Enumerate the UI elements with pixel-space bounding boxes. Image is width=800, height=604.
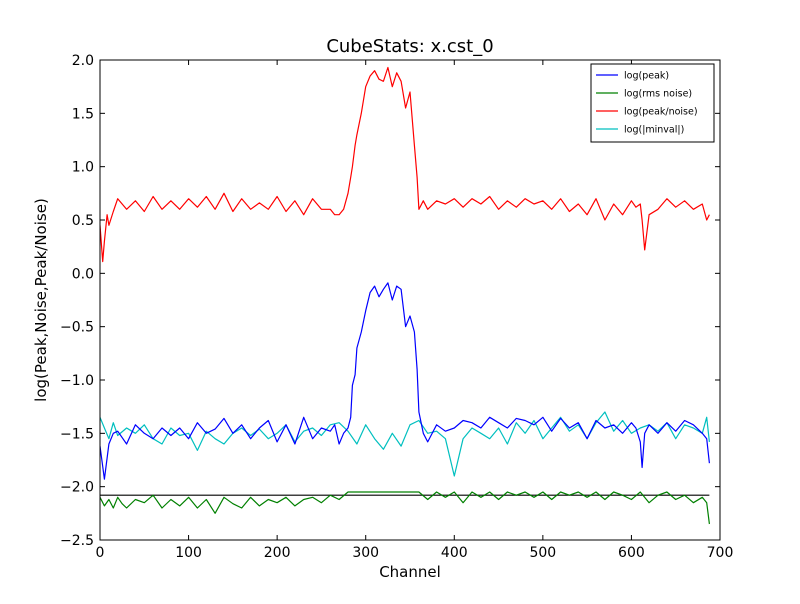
chart-title: CubeStats: x.cst_0 (326, 36, 493, 57)
y-tick-label: −1.5 (60, 426, 94, 442)
x-tick-label: 300 (352, 545, 379, 561)
x-tick-label: 500 (529, 545, 556, 561)
legend-label-log-peak-noise: log(peak/noise) (624, 107, 698, 118)
series-line-log-peak (100, 282, 710, 480)
y-axis-label: log(Peak,Noise,Peak/Noise) (32, 198, 50, 402)
y-tick-label: 1.0 (72, 160, 94, 176)
y-tick-label: −1.0 (60, 373, 94, 389)
y-tick-label: 1.5 (72, 106, 94, 122)
x-tick-label: 600 (618, 545, 645, 561)
legend-label-log-peak: log(peak) (624, 71, 669, 82)
x-tick-label: 100 (175, 545, 202, 561)
series-line-log-minval (100, 411, 710, 477)
x-tick-label: 400 (441, 545, 468, 561)
legend-label-log-minval: log(|minval|) (624, 125, 684, 136)
x-tick-label: 200 (264, 545, 291, 561)
legend-label-log-rms-noise: log(rms noise) (624, 89, 692, 100)
legend: log(peak) log(rms noise) log(peak/noise) lo… (590, 63, 715, 143)
y-tick-label: −0.5 (60, 320, 94, 336)
x-axis-label: Channel (379, 563, 441, 581)
series-line-log-peak-noise (100, 66, 710, 263)
y-tick-label: 2.0 (72, 53, 94, 69)
x-tick-label: 700 (707, 545, 734, 561)
y-tick-label: 0.5 (72, 213, 94, 229)
y-tick-label: 0.0 (72, 266, 94, 282)
series-line-log-rms-noise (100, 491, 710, 525)
series-group (100, 66, 710, 525)
x-tick-label: 0 (96, 545, 105, 561)
y-tick-label: −2.0 (60, 480, 94, 496)
plot-frame (99, 59, 721, 541)
y-tick-label: −2.5 (60, 533, 94, 549)
